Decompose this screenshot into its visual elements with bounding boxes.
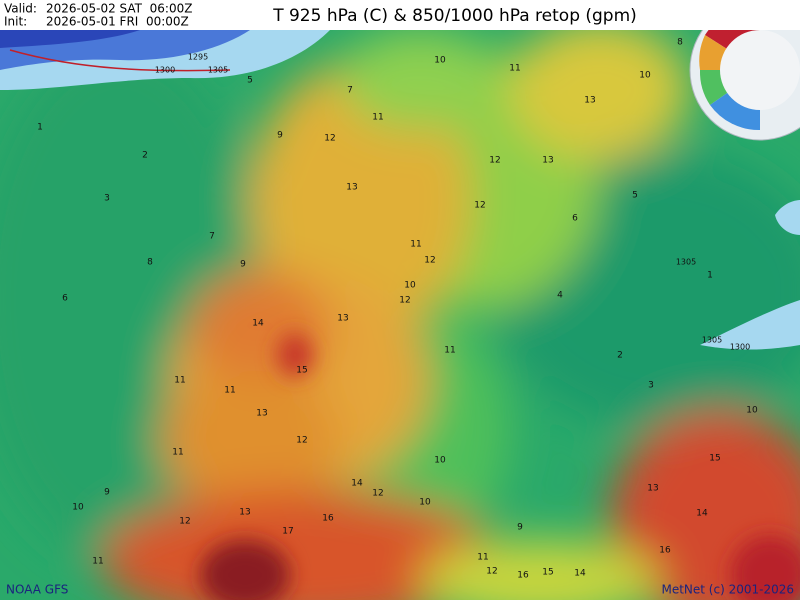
temperature-label: 9 [240,260,246,270]
temperature-label: 17 [282,527,293,537]
temperature-label: 10 [419,498,431,508]
height-label: 1295 [188,53,208,62]
source: NOAA GFS [6,583,68,597]
temperature-label: 2 [142,151,148,161]
temperature-label: 10 [639,71,651,81]
height-label: 1305 [702,336,722,345]
header-bar [0,0,800,30]
temperature-label: 11 [372,113,383,123]
temperature-label: 6 [62,294,68,304]
temperature-label: 1 [707,271,713,281]
temperature-label: 2 [617,351,623,361]
valid-time: 2026-05-02 SAT 06:00Z [46,2,192,16]
temperature-label: 11 [92,557,103,567]
temperature-label: 10 [72,503,84,513]
temperature-label: 14 [252,319,264,329]
temperature-label: 11 [224,386,235,396]
temperature-label: 11 [509,64,520,74]
temperature-label: 13 [647,484,658,494]
valid-label: Valid: [4,2,37,16]
height-label: 1300 [730,343,750,352]
temperature-label: 16 [517,571,529,581]
credit: MetNet (c) 2001-2026 [661,583,794,597]
temperature-label: 7 [209,232,215,242]
temperature-label: 15 [296,366,307,376]
temperature-label: 10 [434,56,446,66]
temperature-label: 15 [542,568,553,578]
height-label: 1305 [208,66,228,75]
temperature-label: 13 [346,183,357,193]
temperature-label: 12 [474,201,485,211]
temperature-label: 12 [486,567,497,577]
temperature-label: 12 [324,134,335,144]
temperature-label: 13 [542,156,553,166]
init-time: 2026-05-01 FRI 00:00Z [46,15,189,29]
temperature-label: 12 [296,436,307,446]
temperature-label: 5 [247,76,253,86]
temperature-label: 5 [632,191,638,201]
temperature-label: 13 [239,508,250,518]
temperature-label: 11 [172,448,183,458]
height-label: 1300 [155,66,175,75]
temperature-label: 11 [174,376,185,386]
map-title: T 925 hPa (C) & 850/1000 hPa retop (gpm) [272,6,637,26]
temperature-label: 1 [37,123,43,133]
temperature-label: 14 [351,479,363,489]
temperature-label: 12 [399,296,410,306]
temperature-label: 16 [659,546,671,556]
temperature-label: 14 [696,509,708,519]
temperature-label: 15 [709,454,720,464]
temperature-label: 3 [648,381,654,391]
labels: 1237869121311121014151311131211910121113… [37,38,758,581]
init-label: Init: [4,15,27,29]
temperature-label: 8 [147,258,153,268]
temperature-label: 10 [404,281,416,291]
temperature-label: 9 [277,131,283,141]
temperature-label: 13 [584,96,595,106]
temperature-label: 10 [746,406,758,416]
temperature-label: 6 [572,214,578,224]
temperature-label: 13 [256,409,267,419]
temperature-label: 7 [347,86,353,96]
temperature-label: 8 [677,38,683,48]
temperature-label: 3 [104,194,110,204]
temperature-label: 11 [477,553,488,563]
temperature-label: 13 [337,314,348,324]
temperature-label: 10 [434,456,446,466]
temperature-field [0,20,800,600]
temperature-label: 12 [489,156,500,166]
height-label: 1305 [676,258,696,267]
temperature-label: 12 [372,489,383,499]
temperature-label: 11 [444,346,455,356]
temperature-label: 9 [517,523,523,533]
temperature-label: 11 [410,240,421,250]
temperature-label: 12 [179,517,190,527]
temperature-label: 16 [322,514,334,524]
color-wheel [689,0,800,141]
temperature-label: 14 [574,569,586,579]
temperature-label: 4 [557,291,563,301]
temperature-label: 9 [104,488,110,498]
temperature-label: 12 [424,256,435,266]
